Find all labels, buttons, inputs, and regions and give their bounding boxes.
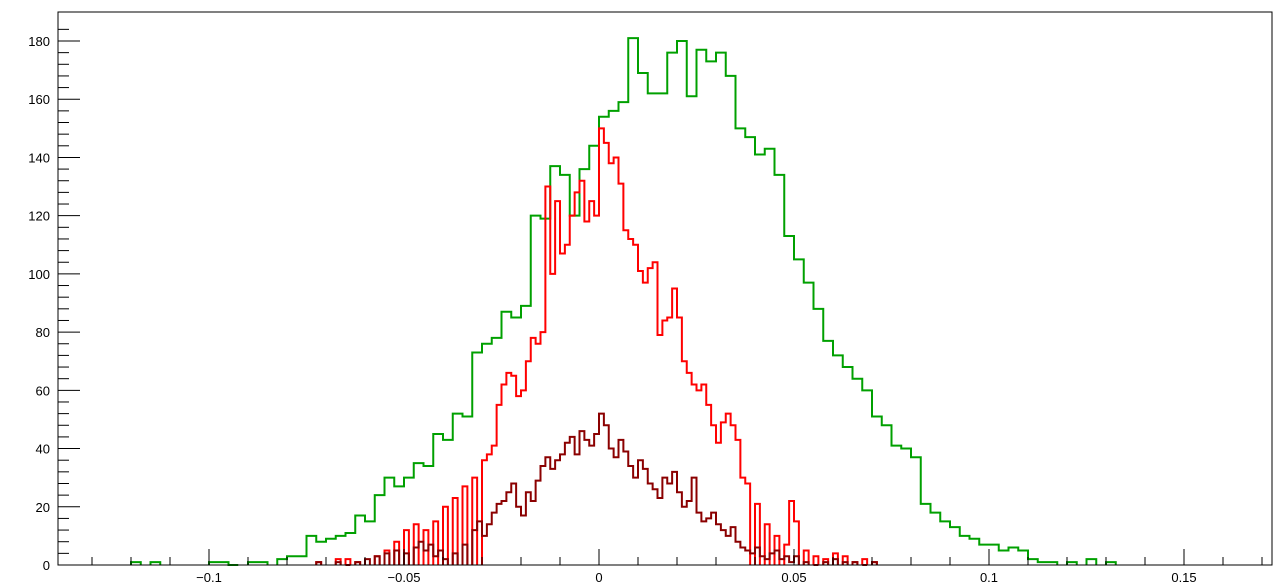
x-tick-label: −0.05 [388, 570, 421, 585]
histogram-series-2 [315, 127, 878, 565]
y-tick-label: 20 [36, 500, 50, 515]
y-tick-label: 180 [28, 34, 50, 49]
histogram-series-layer [130, 37, 1117, 566]
x-tick-label: 0 [595, 570, 602, 585]
y-tick-label: 160 [28, 92, 50, 107]
y-tick-label: 60 [36, 383, 50, 398]
x-tick-label: 0.05 [781, 570, 806, 585]
y-tick-label: 80 [36, 325, 50, 340]
y-tick-label: 40 [36, 442, 50, 457]
y-tick-label: 140 [28, 150, 50, 165]
x-tick-label: 0.15 [1171, 570, 1196, 585]
y-tick-label: 100 [28, 267, 50, 282]
histogram-series-3 [315, 412, 878, 566]
axes: 0 20 40 60 80 100 120 140 160 180 −0.1 −0.05 0 0.05 0.… [28, 28, 1263, 585]
x-tick-label: −0.1 [196, 570, 222, 585]
x-tick-label: 0.1 [980, 570, 998, 585]
y-tick-label: 0 [43, 558, 50, 573]
plot-frame [57, 11, 1273, 566]
histogram-series-1 [130, 37, 1117, 566]
y-tick-label: 120 [28, 209, 50, 224]
